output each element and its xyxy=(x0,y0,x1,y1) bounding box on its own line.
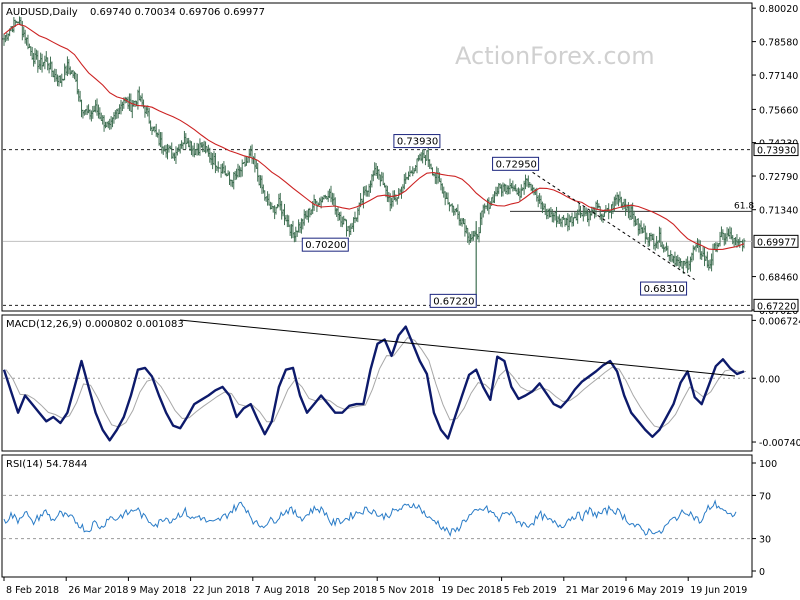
current-price-label: 0.69977 xyxy=(757,237,796,248)
x-tick-label: 7 Aug 2018 xyxy=(255,585,310,596)
macd-label: MACD(12,26,9) 0.000802 0.001083 xyxy=(6,319,184,330)
rsi-layer xyxy=(3,494,752,540)
price-tick-label: 0.72790 xyxy=(759,172,798,183)
price-panel-frame xyxy=(1,2,753,312)
price-annotation-label: 0.70200 xyxy=(305,240,346,251)
price-annotation-label: 0.68310 xyxy=(644,284,685,295)
level-label-box xyxy=(753,298,799,312)
macd-tick-label: 0.00 xyxy=(759,374,780,385)
macd-layer xyxy=(2,319,752,442)
x-tick-label: 20 Sep 2018 xyxy=(317,585,377,596)
price-tick-label: 0.78580 xyxy=(759,38,798,49)
macd-tick-label: 0.006724 xyxy=(759,316,800,327)
price-annotation-box xyxy=(492,156,540,171)
level-label: 0.73930 xyxy=(757,146,796,157)
x-tick-label: 19 Dec 2018 xyxy=(441,585,502,596)
rsi-tick-label: 30 xyxy=(759,535,771,546)
rsi-line xyxy=(3,499,737,537)
x-tick-label: 9 May 2018 xyxy=(130,585,186,596)
price-tick-label: 0.77140 xyxy=(759,71,798,82)
price-annotation-box xyxy=(393,134,441,149)
macd-tick-label: -0.007406 xyxy=(759,438,800,449)
moving-average-line xyxy=(3,23,745,251)
price-annotation-box xyxy=(301,237,349,252)
price-annotation-box xyxy=(429,293,477,308)
price-annotation-label: 0.67220 xyxy=(433,296,474,307)
x-tick-label: 22 Jun 2018 xyxy=(193,585,250,596)
rsi-label: RSI(14) 54.7844 xyxy=(6,459,87,470)
fib-label: 61.8 xyxy=(734,201,754,211)
x-tick-label: 21 Mar 2019 xyxy=(566,585,626,596)
macd-line xyxy=(2,325,745,442)
price-annotation-label: 0.72950 xyxy=(496,159,537,170)
price-tick-label: 0.68460 xyxy=(759,273,798,284)
price-tick-label: 0.71340 xyxy=(759,206,798,217)
x-tick-label: 5 Feb 2019 xyxy=(504,585,557,596)
x-tick-label: 19 Jun 2019 xyxy=(690,585,747,596)
axis-layer: 0.800200.785800.771400.756600.742300.727… xyxy=(3,4,800,596)
rsi-tick-label: 70 xyxy=(759,491,771,502)
price-tick-label: 0.75660 xyxy=(759,105,798,116)
level-label: 0.67220 xyxy=(757,301,796,312)
price-layer xyxy=(2,16,746,306)
price-bars xyxy=(2,16,746,274)
price-annotation-label: 0.73930 xyxy=(397,137,438,148)
macd-panel-frame xyxy=(1,314,753,452)
price-tick-label: 0.80020 xyxy=(759,4,798,15)
macd-signal-line xyxy=(5,336,746,429)
price-annotation-box xyxy=(640,281,688,296)
x-tick-label: 8 Feb 2018 xyxy=(6,585,59,596)
symbol-label: AUDUSD,Daily xyxy=(6,7,78,18)
trendline-dashed xyxy=(532,171,695,281)
rsi-tick-label: 0 xyxy=(759,567,765,578)
x-tick-label: 26 Mar 2018 xyxy=(68,585,128,596)
grid-layer: 61.8 xyxy=(3,149,754,306)
x-tick-label: 6 May 2019 xyxy=(628,585,684,596)
level-label-box xyxy=(753,143,799,157)
macd-trendline xyxy=(179,319,736,377)
watermark: ActionForex.com xyxy=(455,42,655,70)
x-tick-label: 5 Nov 2018 xyxy=(379,585,434,596)
ohlc-label: 0.69740 0.70034 0.69706 0.69977 xyxy=(90,7,265,18)
rsi-tick-label: 100 xyxy=(759,459,777,470)
annotation-layer: 0.73930 0.70200 0.72950 0.67220 0.68310 xyxy=(301,134,688,308)
current-price-box xyxy=(753,234,799,248)
